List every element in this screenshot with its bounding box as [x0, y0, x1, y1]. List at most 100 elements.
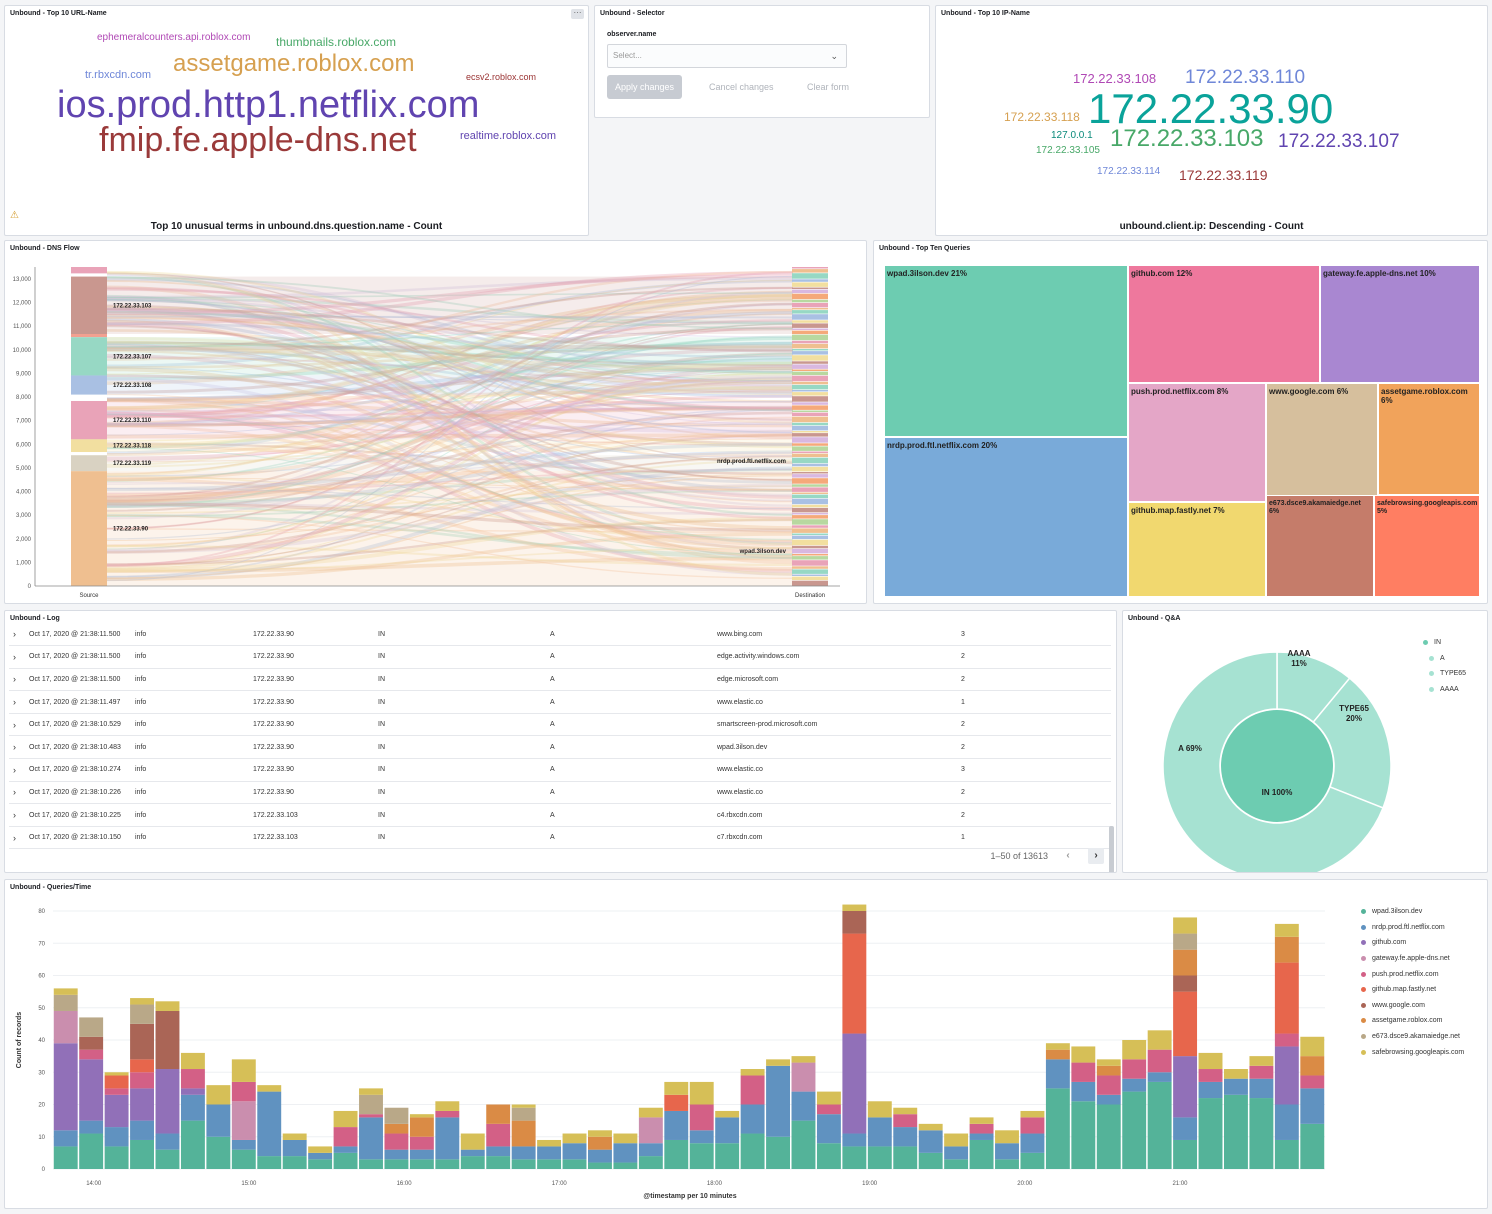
- treemap-cell[interactable]: gateway.fe.apple-dns.net 10%: [1320, 265, 1480, 383]
- expand-row-icon[interactable]: ›: [9, 803, 29, 827]
- legend-item[interactable]: A: [1423, 651, 1466, 667]
- cloud-word[interactable]: 172.22.33.90: [1088, 85, 1334, 132]
- cloud-word[interactable]: 172.22.33.110: [1185, 67, 1306, 88]
- table-row[interactable]: › Oct 17, 2020 @ 21:38:11.500 info 172.22.3…: [9, 645, 1111, 669]
- cloud-word[interactable]: tr.rbxcdn.com: [85, 69, 152, 81]
- bar-segment: [893, 1107, 918, 1115]
- cloud-word[interactable]: 172.22.33.105: [1036, 145, 1100, 156]
- legend-dot: [1361, 909, 1366, 915]
- treemap-cell[interactable]: assetgame.roblox.com 6%: [1378, 383, 1480, 495]
- source-band: [107, 471, 792, 586]
- cloud-word[interactable]: thumbnails.roblox.com: [276, 35, 397, 49]
- legend-item[interactable]: www.google.com: [1361, 998, 1464, 1014]
- bar-segment: [1147, 1030, 1172, 1050]
- bar-segment: [206, 1136, 231, 1169]
- table-cell: A: [550, 668, 717, 692]
- legend-item[interactable]: assetgame.roblox.com: [1361, 1013, 1464, 1029]
- apply-changes-button[interactable]: Apply changes: [607, 75, 683, 99]
- table-row[interactable]: › Oct 17, 2020 @ 21:38:10.226 info 172.22.3…: [9, 781, 1111, 805]
- cloud-word[interactable]: 172.22.33.118: [1004, 110, 1080, 124]
- panel-menu-button[interactable]: ···: [571, 9, 584, 19]
- expand-row-icon[interactable]: ›: [9, 735, 29, 760]
- cloud-word[interactable]: 127.0.0.1: [1051, 130, 1093, 141]
- expand-row-icon[interactable]: ›: [9, 826, 29, 850]
- table-row[interactable]: › Oct 17, 2020 @ 21:38:10.483 info 172.22.3…: [9, 735, 1111, 760]
- y-tick-label: 1,000: [16, 560, 32, 566]
- cloud-word[interactable]: realtime.roblox.com: [460, 130, 556, 142]
- y-tick-label: 11,000: [13, 324, 32, 330]
- treemap-cell[interactable]: push.prod.netflix.com 8%: [1128, 383, 1266, 502]
- legend-item[interactable]: gateway.fe.apple-dns.net: [1361, 951, 1464, 967]
- clear-form-button[interactable]: Clear form: [807, 82, 850, 92]
- flow-link: [106, 335, 794, 508]
- legend-item[interactable]: IN: [1423, 635, 1466, 651]
- cloud-word[interactable]: 172.22.33.103: [1110, 125, 1264, 152]
- bar-segment: [689, 1081, 714, 1105]
- scrollbar[interactable]: [1109, 826, 1114, 872]
- cloud-word[interactable]: 172.22.33.108: [1073, 71, 1157, 86]
- table-row[interactable]: › Oct 17, 2020 @ 21:38:10.529 info 172.22.3…: [9, 713, 1111, 737]
- bar-segment: [944, 1159, 969, 1169]
- treemap-cell[interactable]: nrdp.prod.ftl.netflix.com 20%: [884, 437, 1128, 597]
- next-page-button[interactable]: ›: [1088, 848, 1104, 864]
- cloud-word[interactable]: 172.22.33.119: [1179, 167, 1268, 183]
- flow-link: [106, 308, 794, 349]
- table-cell: 172.22.33.90: [253, 735, 378, 760]
- legend-item[interactable]: e673.dsce9.akamaiedge.net: [1361, 1029, 1464, 1045]
- destination-node: [792, 308, 828, 310]
- bar-segment: [180, 1120, 205, 1169]
- expand-row-icon[interactable]: ›: [9, 645, 29, 669]
- legend-label: gateway.fe.apple-dns.net: [1372, 955, 1450, 963]
- legend-item[interactable]: safebrowsing.googleapis.com: [1361, 1044, 1464, 1060]
- cloud-word[interactable]: assetgame.roblox.com: [173, 50, 415, 77]
- observer-select[interactable]: Select... ⌄: [607, 44, 847, 68]
- warning-icon[interactable]: ⚠: [10, 210, 19, 221]
- table-row[interactable]: › Oct 17, 2020 @ 21:38:11.500 info 172.22.3…: [9, 668, 1111, 692]
- cloud-word[interactable]: 172.22.33.107: [1278, 131, 1400, 152]
- flow-link: [106, 407, 794, 419]
- cloud-word[interactable]: ios.prod.http1.netflix.com: [57, 84, 480, 126]
- treemap-cell[interactable]: www.google.com 6%: [1266, 383, 1378, 502]
- expand-row-icon[interactable]: ›: [9, 713, 29, 737]
- table-row[interactable]: › Oct 17, 2020 @ 21:38:10.150 info 172.22.3…: [9, 826, 1111, 850]
- cloud-word[interactable]: fmip.fe.apple-dns.net: [99, 121, 417, 159]
- flow-link: [106, 307, 794, 552]
- cloud-word[interactable]: ephemeralcounters.api.roblox.com: [97, 32, 251, 43]
- flow-link: [106, 442, 794, 475]
- cloud-word[interactable]: ecsv2.roblox.com: [466, 72, 537, 82]
- flow-link: [106, 273, 794, 507]
- expand-row-icon[interactable]: ›: [9, 690, 29, 714]
- treemap-cell[interactable]: wpad.3ilson.dev 21%: [884, 265, 1128, 437]
- prev-page-button[interactable]: ‹: [1066, 850, 1070, 861]
- expand-row-icon[interactable]: ›: [9, 758, 29, 782]
- flow-link: [106, 349, 794, 464]
- treemap-cell[interactable]: e673.dsce9.akamaiedge.net 6%: [1266, 495, 1374, 597]
- source-band: [107, 439, 792, 453]
- destination-node: [792, 535, 828, 540]
- table-cell: www.bing.com: [717, 623, 961, 647]
- treemap-cell[interactable]: github.map.fastly.net 7%: [1128, 502, 1266, 597]
- treemap-cell[interactable]: safebrowsing.googleapis.com 5%: [1374, 495, 1480, 597]
- destination-node: [792, 466, 828, 472]
- flow-link: [106, 442, 794, 492]
- flow-link: [106, 385, 794, 468]
- treemap-cell[interactable]: github.com 12%: [1128, 265, 1320, 383]
- legend-item[interactable]: TYPE65: [1423, 666, 1466, 682]
- legend-item[interactable]: wpad.3ilson.dev: [1361, 904, 1464, 920]
- table-row[interactable]: › Oct 17, 2020 @ 21:38:11.497 info 172.22.3…: [9, 690, 1111, 714]
- source-node-label: 172.22.33.107: [113, 354, 152, 360]
- table-row[interactable]: › Oct 17, 2020 @ 21:38:11.500 info 172.22.3…: [9, 623, 1111, 647]
- bar-segment: [766, 1065, 790, 1137]
- table-row[interactable]: › Oct 17, 2020 @ 21:38:10.225 info 172.22.3…: [9, 803, 1111, 827]
- legend-item[interactable]: github.map.fastly.net: [1361, 982, 1464, 998]
- table-row[interactable]: › Oct 17, 2020 @ 21:38:10.274 info 172.22.3…: [9, 758, 1111, 782]
- expand-row-icon[interactable]: ›: [9, 623, 29, 647]
- cancel-changes-button[interactable]: Cancel changes: [709, 82, 774, 92]
- legend-item[interactable]: github.com: [1361, 935, 1464, 951]
- cloud-word[interactable]: 172.22.33.114: [1097, 166, 1161, 177]
- expand-row-icon[interactable]: ›: [9, 668, 29, 692]
- legend-item[interactable]: nrdp.prod.ftl.netflix.com: [1361, 920, 1464, 936]
- expand-row-icon[interactable]: ›: [9, 781, 29, 805]
- legend-item[interactable]: AAAA: [1423, 682, 1466, 698]
- legend-item[interactable]: push.prod.netflix.com: [1361, 966, 1464, 982]
